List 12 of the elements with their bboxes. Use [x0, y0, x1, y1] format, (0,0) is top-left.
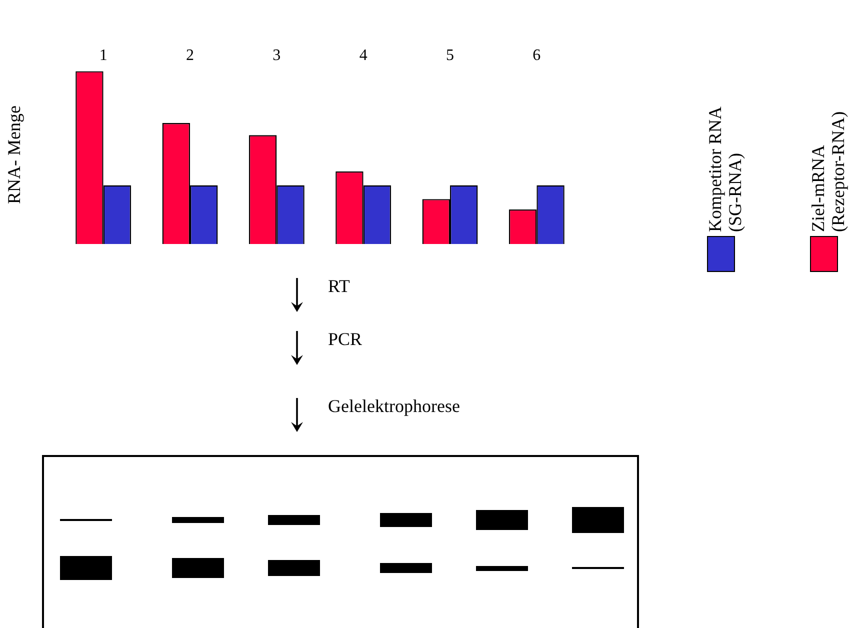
x-tick-label: 1 — [99, 46, 108, 64]
x-tick-label: 5 — [446, 46, 454, 64]
text: Ziel-mRNA (Rezeptor-RNA) — [808, 111, 848, 232]
text: PCR — [328, 329, 362, 350]
text: Kompetitor RNA (SG-RNA) — [705, 106, 745, 232]
text: Gelelektrophorese — [328, 396, 460, 417]
x-tick-label: 2 — [186, 46, 194, 64]
y-axis-title: RNA- Menge — [4, 104, 24, 206]
x-tick-label: 6 — [532, 46, 541, 64]
x-tick-label: 3 — [272, 46, 281, 64]
x-tick-label: 4 — [359, 46, 368, 64]
text: RT — [328, 276, 350, 297]
